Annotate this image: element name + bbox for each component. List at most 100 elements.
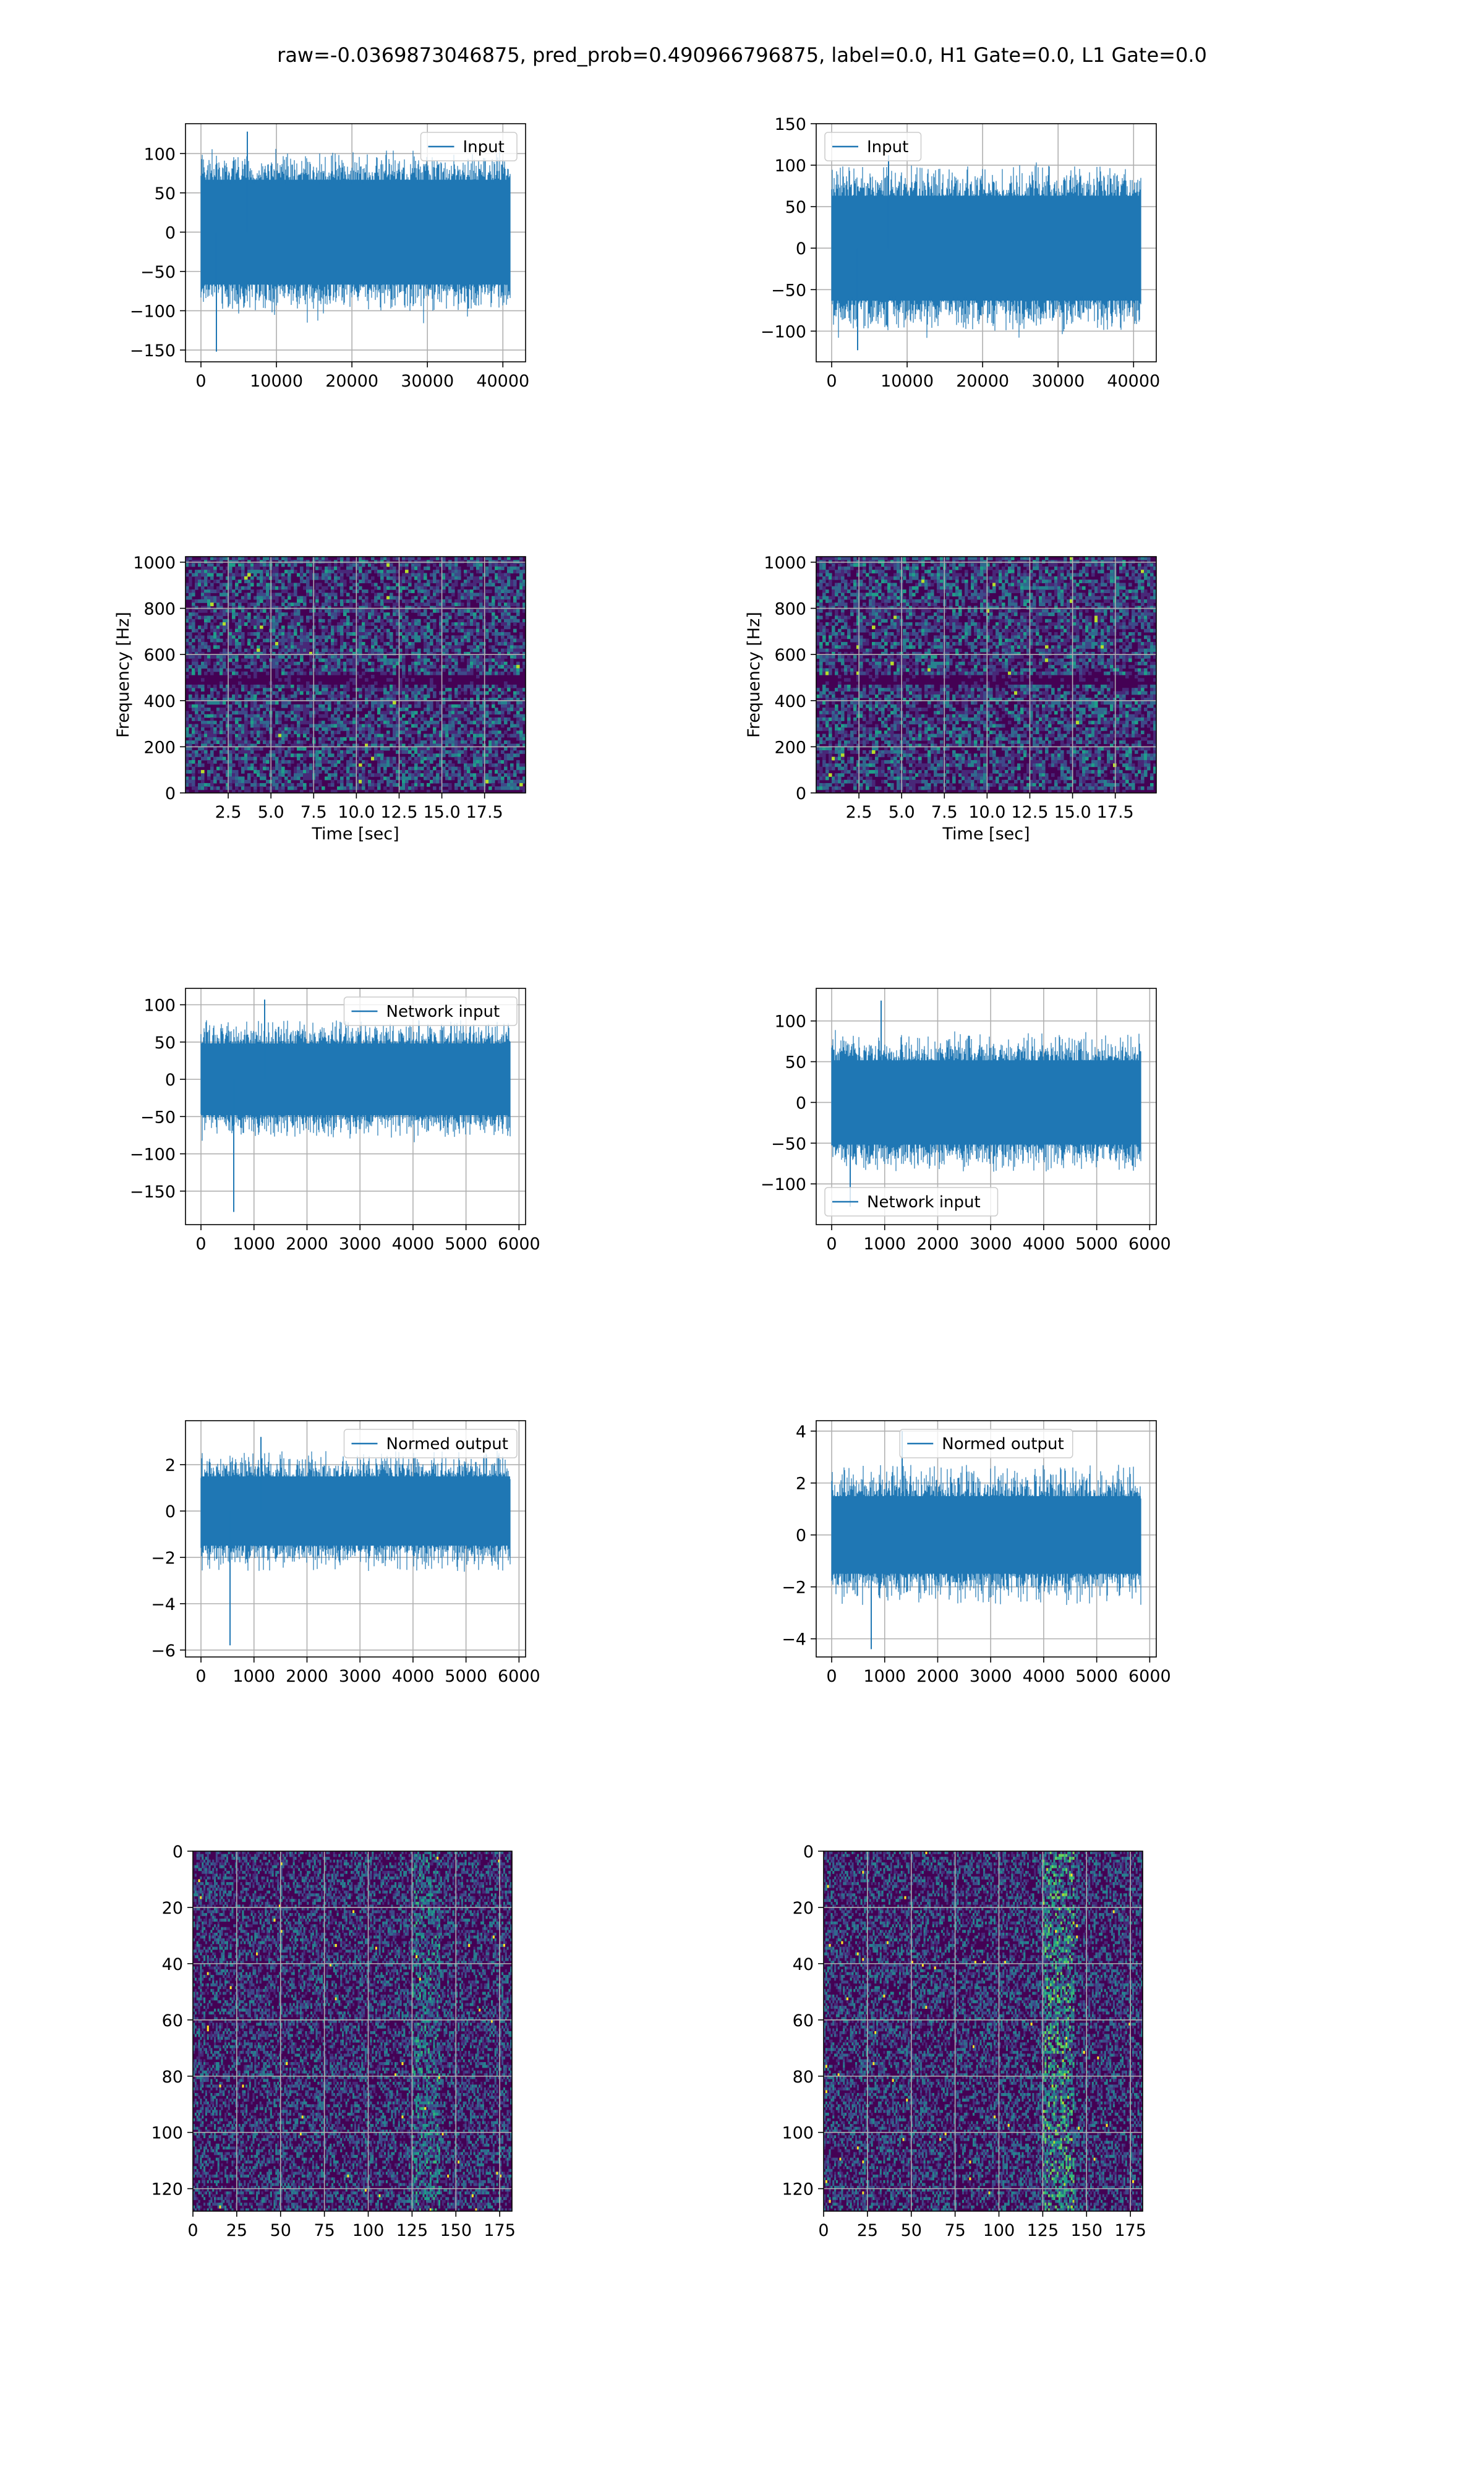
input-right-frame: [816, 123, 1157, 362]
matrix-left-ytick-label: 0: [173, 1843, 183, 1862]
input-left-legend: Input: [420, 132, 518, 161]
spectrogram-right-xtick-label: 10.0: [968, 803, 1005, 822]
input-right-ytick-label: 0: [796, 239, 806, 259]
spectrogram-left-xtick-label: 12.5: [380, 803, 417, 822]
network-input-right-series: [831, 1000, 1141, 1207]
input-left-ytick-label: −50: [140, 263, 176, 282]
matrix-left-ytick-label: 40: [162, 1955, 183, 1974]
matrix-right-xtick-label: 75: [944, 2221, 965, 2240]
normed-output-left-xtick-label: 2000: [286, 1667, 328, 1686]
network-input-left-ytick-label: −50: [140, 1108, 176, 1127]
matrix-right-ytick-label: 120: [782, 2180, 814, 2199]
network-input-left-xtick-label: 2000: [286, 1235, 328, 1254]
spectrogram-right-xtick-label: 5.0: [889, 803, 915, 822]
input-left-ytick-label: −100: [130, 302, 176, 321]
normed-output-left-ytick-label: 2: [165, 1456, 176, 1475]
matrix-left-xtick-label: 75: [313, 2221, 335, 2240]
normed-output-left-legend: Normed output: [343, 1429, 518, 1458]
spectrogram-right-grid: [816, 557, 1156, 794]
matrix-left-ytick-label: 20: [162, 1899, 183, 1918]
input-left-ytick-label: 50: [155, 184, 176, 203]
network-input-right-ytick-label: −50: [771, 1134, 806, 1154]
normed-output-right-ytick-label: −2: [782, 1578, 806, 1598]
network-input-left-xtick-label: 5000: [445, 1235, 487, 1254]
normed-output-right-xtick-label: 5000: [1075, 1667, 1118, 1686]
normed-output-right-panel: 0 1000 2000 3000 4000 5000 6000 −4 −2 0 2 4 Normed o…: [782, 1420, 1171, 1686]
input-left-xtick-label: 0: [195, 372, 206, 391]
input-right-xtick-label: 40000: [1107, 372, 1160, 391]
network-input-right-frame: [816, 988, 1157, 1225]
matrix-left-ytick-label: 100: [151, 2124, 183, 2143]
network-input-right-legend-box: [824, 1187, 999, 1217]
matrix-left-xtick-label: 175: [484, 2221, 516, 2240]
network-input-left-legend-label: Network input: [386, 1003, 500, 1021]
normed-output-left-ytick-label: −2: [151, 1549, 176, 1568]
network-input-left-panel: 0 1000 2000 3000 4000 5000 6000 −150 −100 −50 0 50 1…: [130, 988, 540, 1254]
network-input-left-ytick-label: −100: [130, 1145, 176, 1165]
spectrogram-right-ytick-label: 1000: [764, 554, 806, 573]
matrix-left-panel: 0 25 50 75 100 125 150 175 0 20 40 60 80 100 120: [151, 1843, 515, 2240]
input-left-xtick-label: 20000: [325, 372, 378, 391]
matrix-left-xtick-label: 150: [440, 2221, 472, 2240]
network-input-left-ytick-label: 100: [143, 996, 176, 1016]
spectrogram-right-frame: [816, 556, 1157, 794]
matrix-left-ytick-label: 60: [162, 2011, 183, 2031]
network-input-right-xtick-label: 2000: [916, 1235, 959, 1254]
normed-output-right-ytick-label: 4: [796, 1423, 806, 1442]
network-input-right-xtick-label: 6000: [1128, 1235, 1171, 1254]
input-right-xtick-label: 10000: [881, 372, 934, 391]
normed-output-left-series-trace: [200, 1450, 511, 1572]
input-left-ytick-label: −150: [130, 341, 176, 361]
normed-output-left-ytick-label: −6: [151, 1641, 176, 1661]
input-right-legend-label: Input: [867, 138, 908, 156]
network-input-left-series-trace: [200, 1020, 511, 1142]
normed-output-right-xtick-label: 0: [826, 1667, 837, 1686]
network-input-left-xtick-label: 4000: [392, 1235, 435, 1254]
spectrogram-left-frame: [185, 556, 526, 794]
normed-output-left-legend-label: Normed output: [386, 1435, 508, 1453]
spectrogram-right-panel: 2.5 5.0 7.5 10.0 12.5 15.0 17.5 0 200 400 600 800 10…: [744, 554, 1157, 844]
network-input-right-ytick-label: 100: [774, 1012, 806, 1032]
matrix-right-ytick-label: 40: [793, 1955, 814, 1974]
normed-output-right-series-trace: [831, 1465, 1141, 1605]
normed-output-left-xtick-label: 3000: [339, 1667, 382, 1686]
input-left-panel: 0 10000 20000 30000 40000 −150 −100 −50 0 50 100 In…: [130, 123, 529, 391]
network-input-right-ytick-label: −100: [761, 1175, 806, 1194]
input-left-xtick-label: 10000: [250, 372, 303, 391]
normed-output-right-xtick-label: 2000: [916, 1667, 959, 1686]
network-input-left-xtick-label: 0: [195, 1235, 206, 1254]
normed-output-right-ytick-label: −4: [782, 1630, 806, 1650]
network-input-right-ytick-label: 50: [785, 1053, 806, 1072]
input-left-series: [200, 131, 511, 352]
spectrogram-right-xtick-label: 15.0: [1054, 803, 1091, 822]
spectrogram-right-xtick-label: 2.5: [846, 803, 872, 822]
spectrogram-left-xtick-label: 15.0: [424, 803, 461, 822]
matrix-right-ytick-label: 60: [793, 2011, 814, 2031]
normed-output-left-ytick-label: −4: [151, 1595, 176, 1614]
network-input-right-legend-label: Network input: [867, 1193, 981, 1212]
input-right-series-trace: [831, 162, 1141, 338]
input-right-xtick-label: 30000: [1031, 372, 1085, 391]
input-right-legend-box: [824, 132, 922, 161]
input-right-xtick-label: 20000: [956, 372, 1009, 391]
spectrogram-left-ytick-label: 600: [143, 646, 176, 665]
network-input-right-xtick-label: 0: [826, 1235, 837, 1254]
network-input-left-legend-box: [343, 996, 518, 1026]
matrix-left-xtick-label: 125: [396, 2221, 429, 2240]
normed-output-right-legend-label: Normed output: [942, 1435, 1064, 1453]
matrix-left-xtick-label: 0: [187, 2221, 198, 2240]
spectrogram-left-xtick-label: 5.0: [258, 803, 284, 822]
normed-output-right-ytick-label: 0: [796, 1526, 806, 1546]
network-input-right-xtick-label: 4000: [1023, 1235, 1065, 1254]
network-input-right-legend: Network input: [824, 1187, 999, 1217]
normed-output-right-legend: Normed output: [899, 1429, 1073, 1458]
input-right-series: [831, 155, 1141, 351]
input-left-xtick-label: 40000: [476, 372, 529, 391]
network-input-left-xtick-label: 6000: [498, 1235, 540, 1254]
input-right-ytick-label: −50: [771, 281, 806, 300]
network-input-left-legend: Network input: [343, 996, 518, 1026]
normed-output-left-xtick-label: 0: [195, 1667, 206, 1686]
normed-output-left-xtick-label: 6000: [498, 1667, 540, 1686]
